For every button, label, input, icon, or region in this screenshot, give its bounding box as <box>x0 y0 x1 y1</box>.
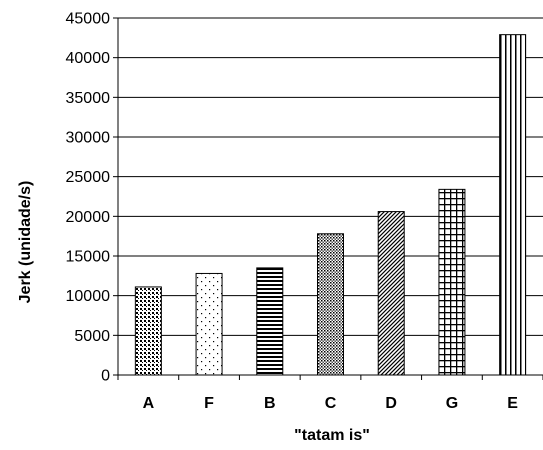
x-axis-title: "tatam is" <box>294 427 370 444</box>
x-tick-label: A <box>143 395 155 412</box>
bar-F <box>195 272 223 376</box>
y-tick-label: 10000 <box>66 288 111 305</box>
bar-D <box>377 211 405 376</box>
x-tick-label: B <box>264 395 276 412</box>
y-tick-label: 15000 <box>66 249 111 266</box>
y-tick-label: 30000 <box>66 130 111 147</box>
y-tick-label: 35000 <box>66 90 111 107</box>
x-tick-label: F <box>204 395 214 412</box>
y-tick-label: 45000 <box>66 11 111 28</box>
bar-B <box>256 267 284 376</box>
y-tick-label: 25000 <box>66 169 111 186</box>
y-tick-label: 0 <box>101 368 110 385</box>
gridlines <box>118 17 543 336</box>
bar-G <box>438 188 466 376</box>
bars <box>134 34 527 376</box>
axes <box>113 17 543 380</box>
x-tick-label: D <box>385 395 397 412</box>
bar-C <box>317 233 344 376</box>
y-tick-label: 5000 <box>74 328 110 345</box>
y-tick-label: 20000 <box>66 209 111 226</box>
y-tick-label: 40000 <box>66 50 111 67</box>
x-tick-label: C <box>325 395 337 412</box>
x-tick-label: E <box>507 395 518 412</box>
y-axis-title: Jerk (unidade/s) <box>17 181 34 304</box>
x-tick-label: G <box>446 395 458 412</box>
bar-A <box>134 286 162 376</box>
y-tick-labels: 0 5000 10000 15000 20000 25000 30000 35000 40000… <box>66 11 111 385</box>
bar-E <box>499 34 527 376</box>
